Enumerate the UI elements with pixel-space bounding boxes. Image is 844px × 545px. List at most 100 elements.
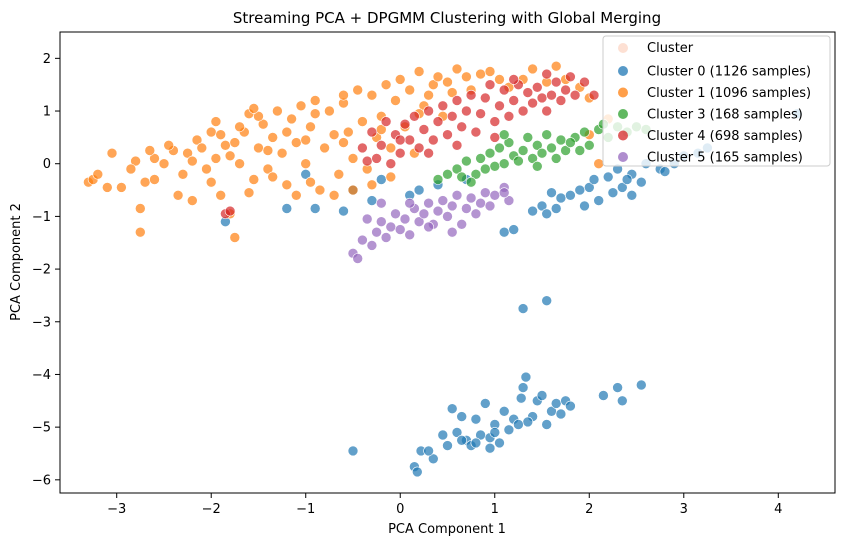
y-tick-label: −1: [32, 210, 51, 225]
data-point: [635, 176, 647, 188]
data-point: [456, 171, 468, 183]
data-point: [300, 158, 312, 169]
data-point: [565, 190, 576, 201]
data-point: [479, 187, 491, 198]
data-point: [371, 226, 382, 238]
x-axis-ticks: −3 −2 −1 0 1 2 3 4: [107, 493, 782, 517]
data-point: [158, 158, 170, 169]
data-point: [498, 84, 510, 96]
data-point: [423, 105, 434, 117]
data-point: [394, 74, 406, 85]
data-point: [503, 137, 515, 148]
x-tick-label: 4: [774, 502, 782, 517]
legend-title-marker: [618, 43, 628, 53]
data-point: [555, 134, 567, 146]
data-point: [205, 126, 217, 138]
data-point: [527, 63, 538, 75]
y-tick-label: −3: [32, 315, 51, 330]
data-point: [470, 208, 482, 220]
data-point: [442, 76, 453, 88]
data-point: [446, 87, 458, 98]
data-point: [413, 216, 425, 227]
data-point: [442, 440, 453, 451]
data-point: [385, 142, 397, 154]
data-point: [116, 182, 127, 193]
data-point: [290, 190, 302, 201]
data-point: [489, 427, 501, 438]
data-point: [560, 145, 571, 156]
y-tick-label: −4: [32, 368, 51, 383]
y-axis-label: PCA Component 2: [9, 203, 24, 321]
data-point: [579, 76, 590, 88]
data-point: [489, 190, 501, 201]
data-point: [626, 190, 638, 201]
data-point: [517, 145, 529, 156]
data-point: [437, 429, 449, 441]
data-point: [423, 147, 434, 159]
data-point: [281, 179, 293, 191]
data-point: [413, 142, 425, 154]
data-point: [451, 163, 463, 175]
data-point: [102, 182, 113, 193]
data-point: [593, 158, 605, 169]
data-point: [427, 134, 439, 146]
data-point: [513, 155, 524, 167]
data-point: [300, 169, 312, 180]
data-point: [508, 95, 520, 106]
data-point: [555, 192, 567, 204]
legend-marker: [618, 130, 628, 141]
data-point: [432, 205, 444, 217]
data-point: [536, 92, 548, 104]
data-point: [550, 76, 562, 88]
data-point: [659, 166, 671, 177]
data-point: [484, 147, 496, 159]
data-point: [503, 195, 515, 206]
data-point: [187, 195, 198, 206]
data-point: [451, 427, 463, 438]
data-point: [446, 111, 458, 122]
data-point: [494, 74, 505, 85]
data-point: [92, 169, 104, 180]
y-axis-ticks: 2 1 0 −1 −2 −3 −4 −5 −6: [32, 52, 60, 488]
legend-marker: [618, 66, 628, 76]
data-point: [342, 126, 354, 138]
x-axis-label: PCA Component 1: [388, 522, 506, 537]
data-point: [475, 108, 486, 119]
data-point: [352, 253, 364, 264]
data-point: [385, 158, 397, 169]
data-point: [418, 208, 430, 220]
data-point: [338, 89, 349, 101]
data-point: [442, 211, 453, 222]
data-point: [390, 95, 401, 106]
data-point: [338, 137, 349, 148]
data-point: [541, 295, 553, 307]
data-point: [446, 200, 458, 212]
data-point: [366, 126, 378, 138]
data-point: [432, 71, 444, 83]
data-point: [456, 121, 468, 133]
data-point: [366, 179, 378, 191]
data-point: [144, 145, 156, 156]
data-point: [366, 240, 378, 251]
data-point: [409, 111, 420, 122]
data-point: [281, 203, 293, 214]
data-point: [479, 92, 491, 104]
legend-entry: Cluster 5 (165 samples): [647, 151, 803, 166]
data-point: [494, 142, 505, 154]
data-point: [215, 129, 226, 140]
data-point: [423, 445, 434, 457]
data-point: [616, 395, 628, 407]
data-point: [163, 140, 174, 151]
data-point: [272, 105, 283, 117]
data-point: [305, 176, 316, 188]
data-point: [437, 100, 449, 112]
data-point: [489, 132, 501, 143]
data-point: [385, 171, 397, 183]
data-point: [569, 89, 581, 101]
data-point: [352, 84, 364, 96]
data-point: [508, 224, 520, 235]
data-point: [314, 184, 326, 196]
data-point: [560, 84, 571, 96]
data-point: [555, 95, 567, 106]
